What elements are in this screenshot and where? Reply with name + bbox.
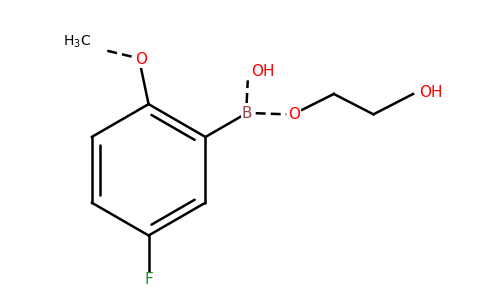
Text: O: O: [135, 52, 147, 68]
Text: OH: OH: [251, 64, 275, 79]
Text: H$_3$C: H$_3$C: [63, 34, 91, 50]
Text: OH: OH: [419, 85, 442, 100]
Text: O: O: [288, 107, 300, 122]
Text: F: F: [144, 272, 153, 287]
Text: B: B: [242, 106, 252, 121]
